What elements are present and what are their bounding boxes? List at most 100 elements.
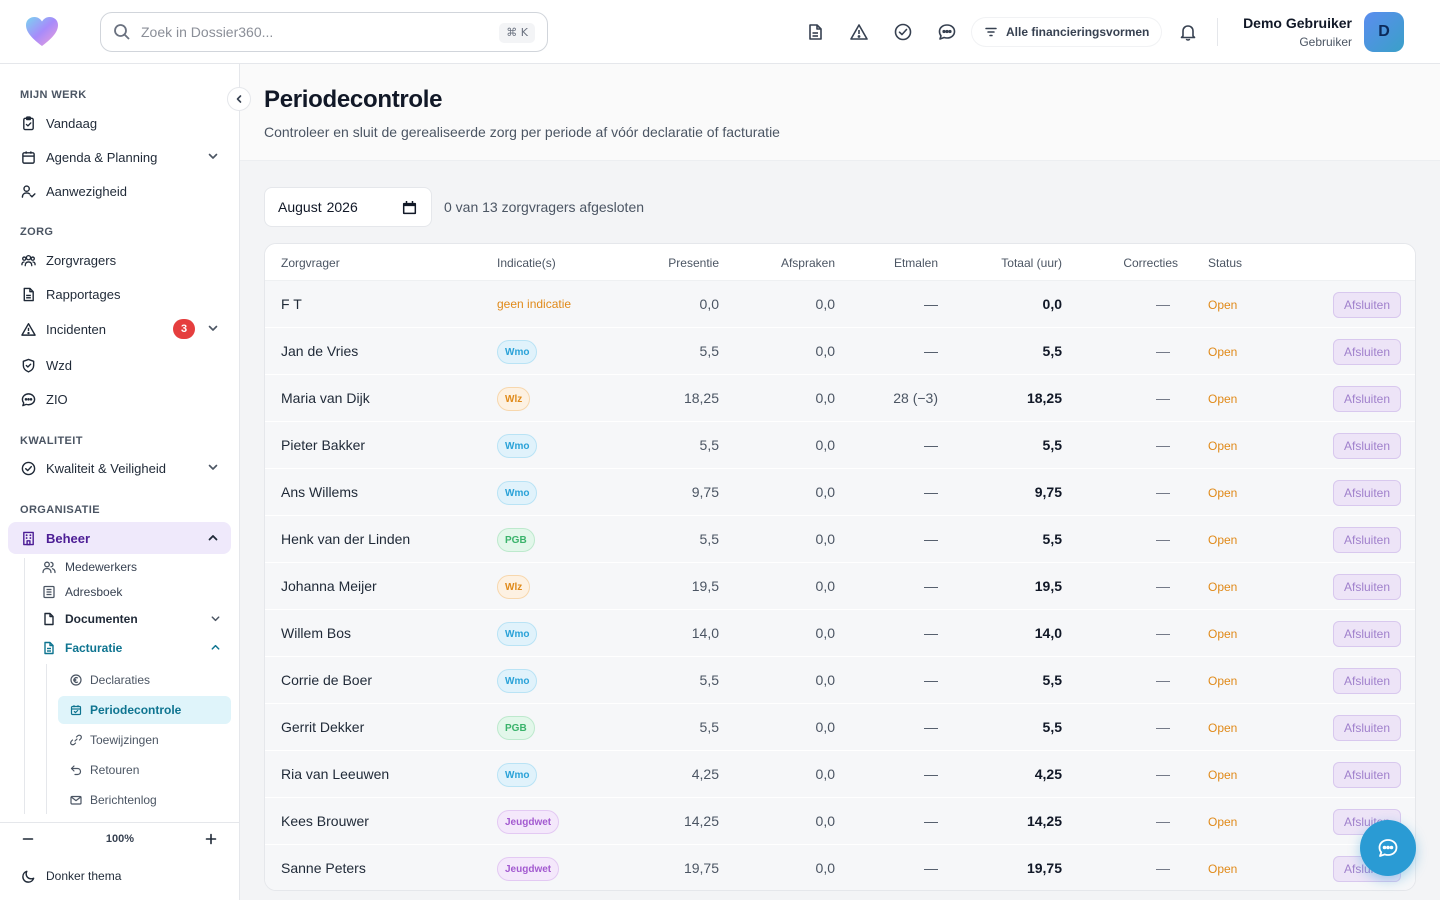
zoom-in-button[interactable] (203, 831, 219, 847)
file-icon (42, 612, 56, 626)
cell-zorgvrager[interactable]: Willem Bos (281, 625, 352, 641)
chat-bubble-icon[interactable] (936, 21, 958, 43)
cell-zorgvrager[interactable]: F T (281, 296, 302, 312)
afsluiten-button[interactable]: Afsluiten (1333, 386, 1401, 412)
afsluiten-button[interactable]: Afsluiten (1333, 339, 1401, 365)
col-totaal[interactable]: Totaal (uur) (1001, 256, 1062, 270)
col-indicaties[interactable]: Indicatie(s) (497, 256, 556, 270)
cell-zorgvrager[interactable]: Henk van der Linden (281, 531, 411, 547)
cell-zorgvrager[interactable]: Gerrit Dekker (281, 719, 365, 735)
cell-zorgvrager[interactable]: Kees Brouwer (281, 813, 369, 829)
col-etmalen[interactable]: Etmalen (893, 256, 938, 270)
cell-zorgvrager[interactable]: Pieter Bakker (281, 437, 366, 453)
sidebar-sub-medewerkers[interactable]: Medewerkers (32, 555, 231, 579)
chat-fab-button[interactable] (1360, 820, 1416, 876)
sidebar-sub-facturatie[interactable]: Facturatie (32, 636, 231, 660)
table-row[interactable]: Sanne Peters Jeugdwet 19,75 0,0—19,75— Open A… (265, 845, 1415, 890)
sidebar-item-rapportages[interactable]: Rapportages (8, 279, 231, 309)
sidebar-sub-label: Adresboek (65, 585, 123, 599)
cell-zorgvrager[interactable]: Maria van Dijk (281, 390, 370, 406)
table-row[interactable]: Kees Brouwer Jeugdwet 14,25 0,0—14,25— Open A… (265, 798, 1415, 845)
sidebar-item-kwaliteit[interactable]: Kwaliteit & Veiligheid (8, 453, 231, 483)
sidebar-sub-documenten[interactable]: Documenten (32, 607, 231, 631)
table-row[interactable]: Corrie de Boer Wmo 5,5 0,0 — 5,5 — Open Afsluite… (265, 657, 1415, 704)
file-text-icon (20, 286, 36, 302)
sidebar-subsub-periodecontrole[interactable]: Periodecontrole (58, 696, 231, 724)
table-row[interactable]: F T geen indicatie 0,0 0,0 — 0,0 — Open Afsluite… (265, 281, 1415, 328)
user-check-icon (20, 183, 36, 199)
sidebar-collapse-button[interactable] (227, 87, 251, 111)
cell-afspraken: 0,0 (815, 343, 835, 359)
cell-zorgvrager[interactable]: Ans Willems (281, 484, 359, 500)
sidebar-item-aanwezigheid[interactable]: Aanwezigheid (8, 176, 231, 206)
sidebar-subsub-retouren[interactable]: Retouren (58, 757, 231, 783)
warning-icon[interactable] (848, 21, 870, 43)
bell-icon[interactable] (1177, 21, 1199, 43)
user-info[interactable]: Demo Gebruiker Gebruiker (1243, 14, 1352, 50)
cell-presentie: 5,5 (699, 437, 719, 453)
cell-zorgvrager[interactable]: Jan de Vries (281, 343, 359, 359)
afsluiten-button[interactable]: Afsluiten (1333, 433, 1401, 459)
table-row[interactable]: Jan de Vries Wmo 5,5 0,0 — 5,5 — Open Afsluiten (265, 328, 1415, 375)
table-row[interactable]: Henk van der Linden PGB 5,5 0,0 — 5,5 — Open Afs… (265, 516, 1415, 563)
table-row[interactable]: Ria van Leeuwen Wmo 4,25 0,0 — 4,25 — Open Afslu… (265, 751, 1415, 798)
afsluiten-button[interactable]: Afsluiten (1333, 574, 1401, 600)
sidebar-subsub-toewijzingen[interactable]: Toewijzingen (58, 727, 231, 753)
cell-presentie: 4,25 (691, 766, 719, 782)
clipboard-check-icon (20, 115, 36, 131)
cell-zorgvrager[interactable]: Corrie de Boer (281, 672, 373, 688)
table-row[interactable]: Gerrit Dekker PGB 5,5 0,0 — 5,5 — Open Afsluiten (265, 704, 1415, 751)
sidebar-item-vandaag[interactable]: Vandaag (8, 108, 231, 138)
afsluiten-button[interactable]: Afsluiten (1333, 292, 1401, 318)
afsluiten-button[interactable]: Afsluiten (1333, 715, 1401, 741)
cell-zorgvrager[interactable]: Ria van Leeuwen (281, 766, 390, 782)
search-input[interactable] (141, 21, 481, 43)
month-picker[interactable]: August 2026 (264, 187, 432, 227)
cell-zorgvrager[interactable]: Sanne Peters (281, 860, 366, 876)
afsluiten-button[interactable]: Afsluiten (1333, 668, 1401, 694)
heart-logo-icon[interactable] (24, 14, 60, 50)
sidebar-item-zorgvragers[interactable]: Zorgvragers (8, 245, 231, 275)
cell-etmalen: — (924, 484, 938, 500)
col-presentie[interactable]: Presentie (668, 256, 719, 270)
col-correcties[interactable]: Correcties (1123, 256, 1178, 270)
sidebar-subsub-berichtenlog[interactable]: Berichtenlog (58, 787, 231, 813)
col-status[interactable]: Status (1208, 256, 1243, 270)
cell-presentie: 19,75 (683, 860, 719, 876)
sidebar-item-wzd[interactable]: Wzd (8, 350, 231, 380)
cell-etmalen: — (924, 860, 938, 876)
sidebar-item-agenda[interactable]: Agenda & Planning (8, 142, 231, 172)
calendar-icon[interactable] (402, 200, 417, 218)
cell-correcties: — (1156, 343, 1170, 359)
sidebar-sub-label: Documenten (65, 612, 138, 626)
sidebar-item-zio[interactable]: ZIO (8, 384, 231, 414)
table-row[interactable]: Willem Bos Wmo 14,0 0,0 — 14,0 — Open Afsluiten (265, 610, 1415, 657)
sidebar-item-label: Agenda & Planning (46, 149, 158, 165)
funding-filter-button[interactable]: Alle financieringsvormen (972, 18, 1162, 46)
dark-theme-toggle[interactable]: Donker thema (8, 861, 231, 891)
check-circle-icon[interactable] (892, 21, 914, 43)
sidebar-item-incidenten[interactable]: Incidenten 3 (8, 314, 231, 344)
cell-zorgvrager[interactable]: Johanna Meijer (281, 578, 377, 594)
avatar[interactable]: D (1364, 12, 1404, 52)
table-row[interactable]: Ans Willems Wmo 9,75 0,0 — 9,75 — Open Afsluiten (265, 469, 1415, 516)
afsluiten-button[interactable]: Afsluiten (1333, 527, 1401, 553)
afsluiten-button[interactable]: Afsluiten (1333, 480, 1401, 506)
afsluiten-button[interactable]: Afsluiten (1333, 762, 1401, 788)
col-afspraken[interactable]: Afspraken (780, 256, 835, 270)
sidebar-item-beheer[interactable]: Beheer (8, 522, 231, 554)
document-icon[interactable] (804, 21, 826, 43)
file-text-icon (42, 641, 56, 655)
afsluiten-button[interactable]: Afsluiten (1333, 621, 1401, 647)
search-box[interactable]: ⌘ K (100, 12, 548, 52)
sidebar-sub-adresboek[interactable]: Adresboek (32, 580, 231, 604)
table-row[interactable]: Maria van Dijk Wlz 18,25 0,0 28 (−3) 18,25 — Op… (265, 375, 1415, 422)
page-title: Periodecontrole (264, 86, 443, 113)
col-zorgvrager[interactable]: Zorgvrager (281, 256, 340, 270)
sidebar-subsub-declaraties[interactable]: Declaraties (58, 667, 231, 693)
table-row[interactable]: Johanna Meijer Wlz 19,5 0,0 — 19,5 — Open Afslui… (265, 563, 1415, 610)
sidebar-item-label: Beheer (46, 530, 91, 546)
zoom-out-button[interactable] (20, 831, 36, 847)
table-row[interactable]: Pieter Bakker Wmo 5,5 0,0 — 5,5 — Open Afsluiten (265, 422, 1415, 469)
indicatie-badge: Wlz (497, 387, 531, 411)
